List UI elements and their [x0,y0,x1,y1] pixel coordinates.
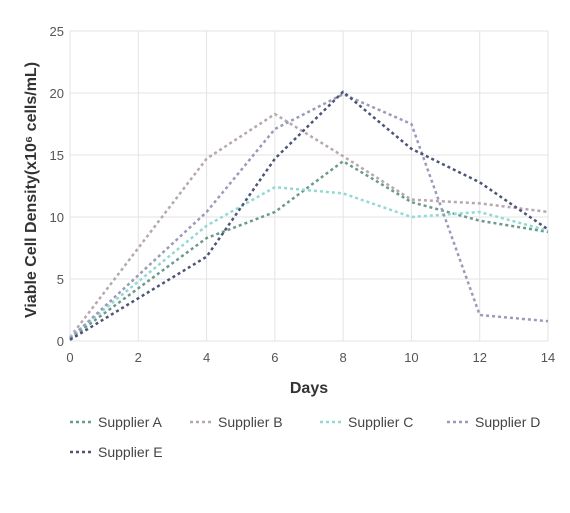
x-tick-label: 6 [271,350,278,365]
legend-label: Supplier E [98,444,163,460]
x-axis-title: Days [290,380,328,397]
y-tick-label: 15 [50,148,64,163]
legend-item: Supplier C [320,414,413,430]
legend-label: Supplier B [218,414,283,430]
y-tick-label: 5 [57,272,64,287]
y-tick-label: 25 [50,24,64,39]
x-tick-label: 14 [541,350,555,365]
y-tick-label: 10 [50,210,64,225]
x-tick-label: 0 [66,350,73,365]
legend-label: Supplier C [348,414,413,430]
legend-item: Supplier B [190,414,283,430]
series-line-supplier-a [69,159,549,340]
y-axis-title: Viable Cell Density(x10⁶ cells/mL) [23,62,40,318]
y-tick-label: 0 [57,334,64,349]
y-axis-ticks: 0 5 10 15 20 25 [50,24,64,349]
x-tick-label: 8 [340,350,347,365]
x-tick-label: 12 [472,350,486,365]
legend-label: Supplier D [475,414,540,430]
series-line-supplier-c [69,185,549,339]
grid [69,30,549,342]
legend-item: Supplier A [70,414,162,430]
legend-label: Supplier A [98,414,162,430]
x-tick-label: 4 [203,350,210,365]
x-tick-label: 10 [404,350,418,365]
series-line-supplier-e [69,90,549,341]
legend: Supplier A Supplier B Supplier C Supplier D… [70,414,540,460]
legend-item: Supplier D [447,414,540,430]
x-axis-ticks: 0 2 4 6 8 10 12 14 [66,350,555,365]
y-tick-label: 20 [50,86,64,101]
legend-item: Supplier E [70,444,163,460]
series-lines [69,90,549,341]
x-tick-label: 2 [135,350,142,365]
series-line-supplier-d [69,92,549,340]
series-line-supplier-b [69,112,549,339]
